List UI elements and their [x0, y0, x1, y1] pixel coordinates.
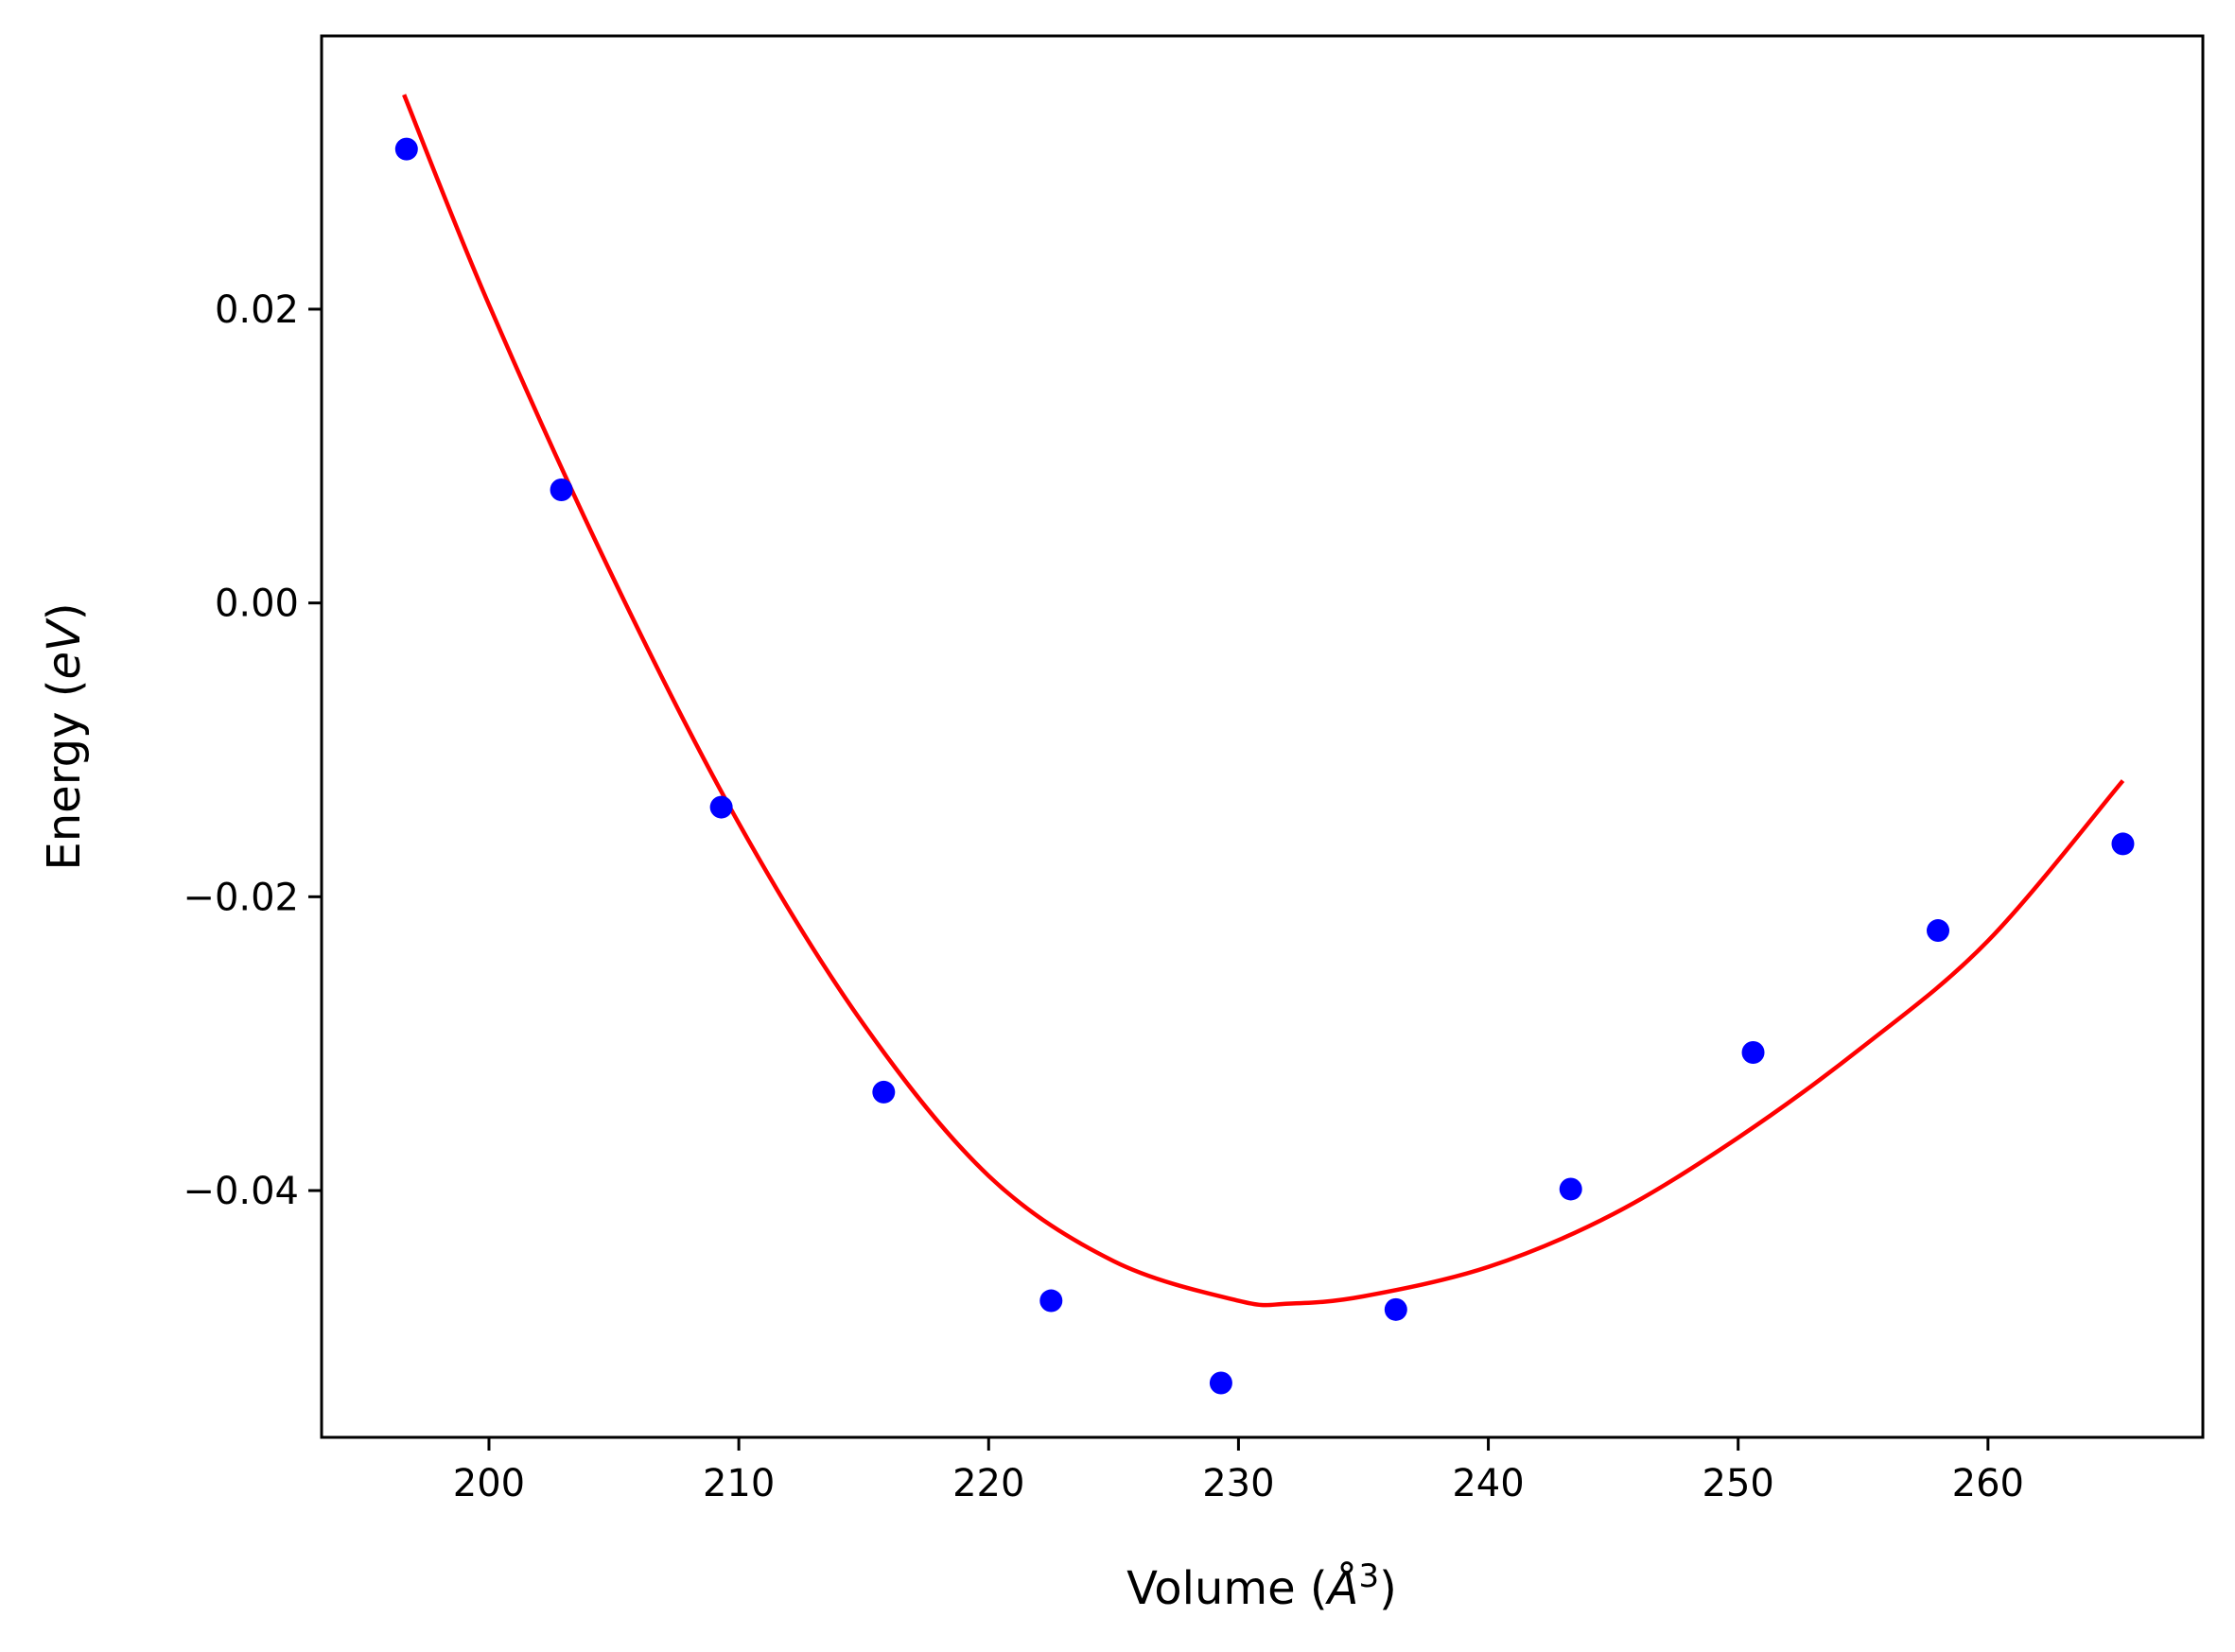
x-tick-label: 230	[1202, 1462, 1274, 1505]
data-point	[550, 478, 573, 502]
y-tick-label: −0.04	[183, 1170, 299, 1213]
data-point	[2111, 832, 2135, 856]
y-tick-label: 0.02	[215, 288, 299, 332]
axes-frame	[320, 34, 2205, 1439]
data-point	[709, 795, 733, 819]
y-tick-label: −0.02	[183, 876, 299, 919]
x-axis-ticks: 200 210 220 230 240 250 260	[453, 1437, 2024, 1505]
data-point	[1209, 1371, 1232, 1395]
fit-curve	[402, 94, 2125, 1308]
x-tick-label: 210	[703, 1462, 775, 1505]
x-tick-label: 260	[1952, 1462, 2024, 1505]
data-point	[1927, 919, 1950, 943]
y-axis-label: Energy (eV)	[38, 602, 91, 870]
data-point	[394, 137, 418, 161]
x-tick-label: 220	[952, 1462, 1024, 1505]
y-tick-label: 0.00	[215, 583, 299, 626]
x-tick-label: 240	[1452, 1462, 1524, 1505]
data-point	[1039, 1289, 1063, 1313]
data-point	[1559, 1177, 1582, 1201]
x-tick-label: 250	[1702, 1462, 1774, 1505]
data-point	[1384, 1297, 1407, 1321]
data-point	[872, 1080, 896, 1104]
x-axis-label: Volume (Å3)	[1126, 1557, 1397, 1615]
plot-area	[394, 94, 2135, 1395]
x-tick-label: 200	[453, 1462, 525, 1505]
data-point	[1741, 1040, 1765, 1064]
y-axis-ticks: 0.02 0.00 −0.02 −0.04	[183, 288, 322, 1213]
